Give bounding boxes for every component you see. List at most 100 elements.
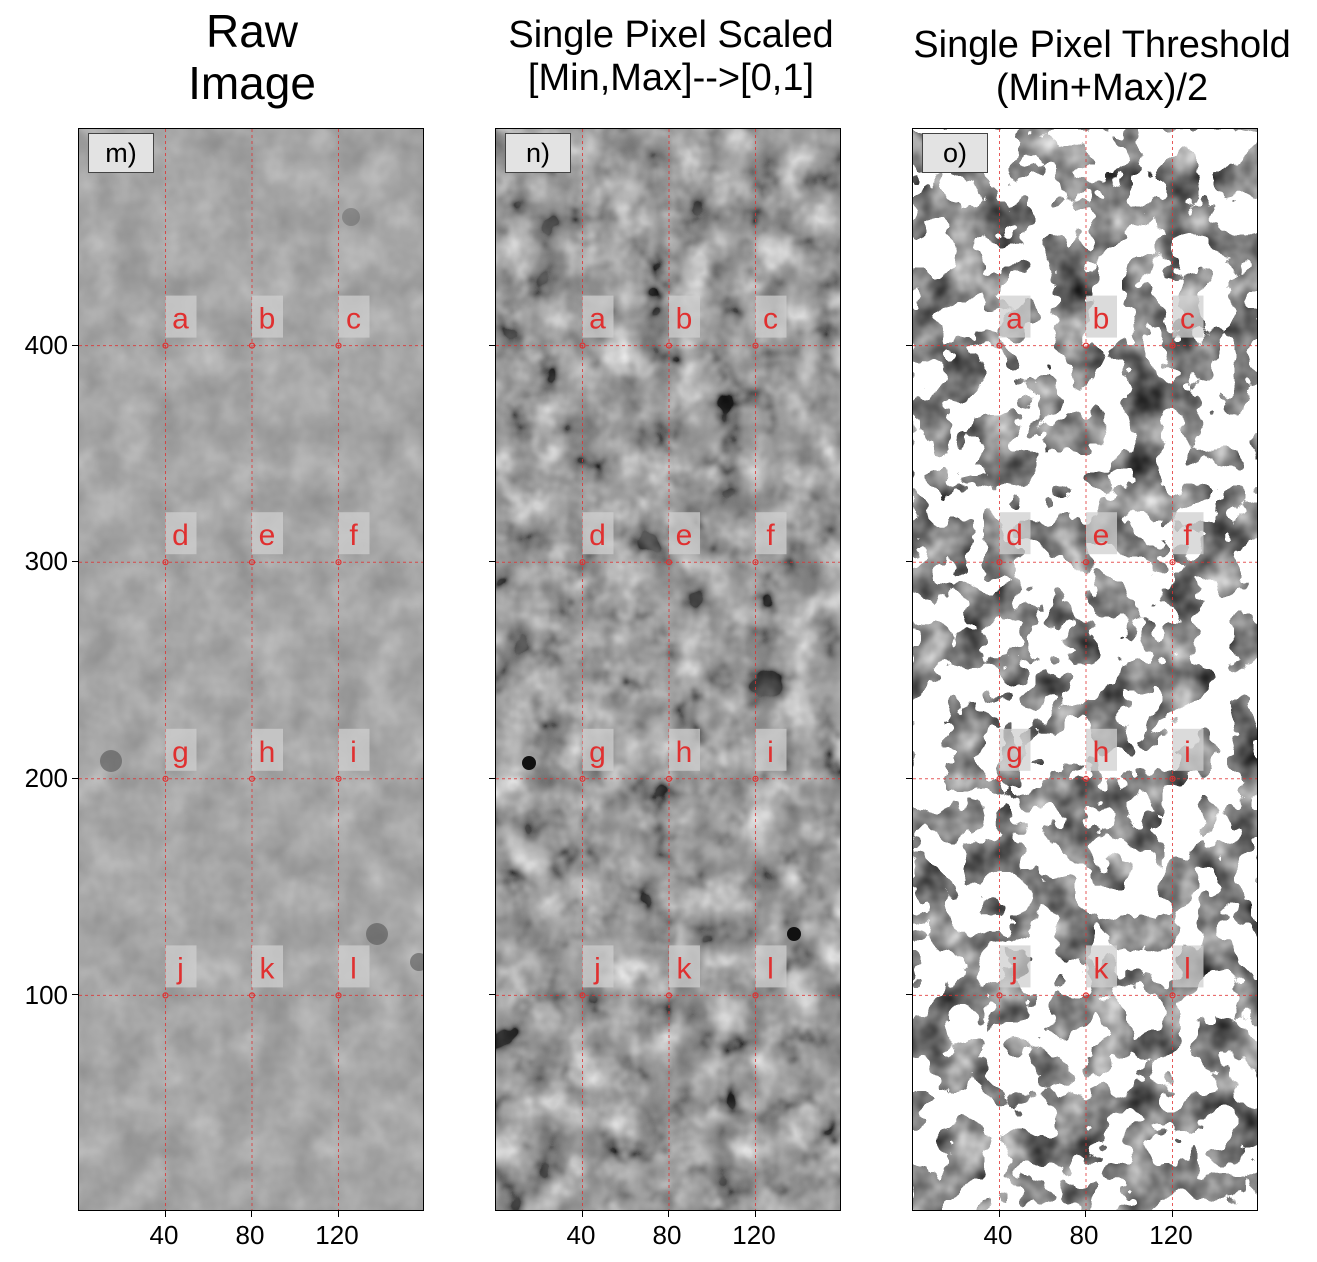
y-tickmark-400-m [72, 344, 78, 346]
point-e-marker-n [665, 559, 673, 566]
y-tickmark-200-m [72, 777, 78, 779]
point-g-label-box-o [999, 728, 1031, 771]
point-a-label-o: a [1006, 303, 1023, 336]
panel-n-image: a b c d e f g h i j k l n) [495, 128, 841, 1211]
point-f-label-o: f [1183, 519, 1192, 552]
point-d-marker-m [162, 559, 169, 566]
point-c-label-box-o [1172, 295, 1204, 338]
x-tick-80-n: 80 [652, 1220, 682, 1250]
x-tickmark-120-n [754, 1211, 756, 1217]
point-k-marker-o [1082, 992, 1090, 999]
point-d-label-box-m [165, 512, 197, 555]
point-l-marker-n [752, 992, 759, 999]
point-c-label-n: c [763, 303, 778, 336]
x-tickmark-80-m [251, 1211, 252, 1217]
point-i-label-m: i [350, 736, 357, 769]
y-tickmark-200-o [906, 777, 912, 779]
point-d-marker-o [996, 559, 1003, 566]
point-f-label-box-m [338, 512, 370, 555]
point-f-label-m: f [349, 519, 358, 552]
point-j-marker-m [162, 992, 169, 999]
panel-m-image: a b c d e f g h i j k l m) [78, 128, 424, 1211]
panel-n-title-line1: Single Pixel Scaled [508, 14, 834, 56]
point-c-marker-m [335, 342, 342, 349]
point-a-label-box-m [165, 295, 197, 338]
point-j-label-box-o [999, 945, 1031, 988]
point-i-label-box-n [755, 728, 787, 771]
point-i-marker-o [1169, 775, 1176, 782]
point-a-label-n: a [589, 303, 606, 336]
point-e-label-box-o [1086, 512, 1117, 555]
point-i-marker-n [752, 775, 759, 782]
y-tick-200: 200 [24, 763, 68, 793]
point-h-marker-m [248, 775, 256, 782]
panel-n-title-line2: [Min,Max]-->[0,1] [527, 56, 815, 99]
panel-m-overlay: a b c d e f g h i j k l [79, 129, 423, 1210]
point-a-marker-o [996, 342, 1003, 349]
point-e-label-o: e [1093, 519, 1110, 552]
point-b-label-box-o [1086, 295, 1117, 338]
point-j-label-n: j [593, 952, 601, 985]
point-f-label-box-n [755, 512, 787, 555]
point-h-label-n: h [676, 736, 693, 769]
point-k-label-box-m [252, 945, 283, 988]
point-a-marker-m [162, 342, 169, 349]
point-e-marker-m [248, 559, 256, 566]
point-i-label-box-o [1172, 728, 1204, 771]
x-tickmark-40-o [998, 1211, 1000, 1217]
point-d-label-box-o [999, 512, 1031, 555]
point-f-marker-m [335, 559, 342, 566]
point-d-marker-n [579, 559, 586, 566]
point-f-marker-n [752, 559, 759, 566]
point-f-label-n: f [766, 519, 775, 552]
panel-m-title-line2: Image [188, 56, 316, 109]
point-b-label-n: b [676, 303, 693, 336]
point-b-label-o: b [1093, 303, 1110, 336]
point-d-label-box-n [582, 512, 614, 555]
point-g-label-box-n [582, 728, 614, 771]
point-i-label-box-m [338, 728, 370, 771]
y-tickmark-300-o [906, 561, 912, 563]
point-c-marker-o [1169, 342, 1176, 349]
x-tick-80-o: 80 [1069, 1220, 1099, 1250]
point-e-label-n: e [676, 519, 693, 552]
point-c-label-box-m [338, 295, 370, 338]
point-a-label-m: a [172, 303, 189, 336]
y-tickmark-300-n [489, 561, 495, 563]
point-l-label-box-o [1172, 945, 1204, 988]
point-e-label-m: e [259, 519, 276, 552]
x-tickmark-80-n [668, 1211, 669, 1217]
y-tickmark-400-o [906, 344, 912, 346]
point-a-marker-n [579, 342, 586, 349]
point-g-label-box-m [165, 728, 197, 771]
panel-o-title-line1: Single Pixel Threshold [913, 24, 1291, 66]
y-tickmark-100-m [72, 994, 78, 996]
point-j-marker-n [579, 992, 586, 999]
point-k-marker-m [248, 992, 256, 999]
point-b-marker-o [1082, 342, 1090, 349]
x-tick-120-o: 120 [1149, 1220, 1193, 1250]
panel-o-title: Single Pixel Threshold (Min+Max)/2 [882, 24, 1317, 109]
point-k-label-o: k [1094, 952, 1110, 985]
point-i-label-n: i [767, 736, 774, 769]
point-l-label-box-m [338, 945, 370, 988]
point-j-marker-o [996, 992, 1003, 999]
point-d-label-o: d [1006, 519, 1023, 552]
point-l-marker-o [1169, 992, 1176, 999]
point-a-label-box-n [582, 295, 614, 338]
point-j-label-box-n [582, 945, 614, 988]
point-b-marker-n [665, 342, 673, 349]
point-c-label-box-n [755, 295, 787, 338]
y-tickmark-300-m [72, 561, 78, 563]
panel-o-image: a b c d e f g h i j k l o) [912, 128, 1258, 1211]
panel-o-label: o) [922, 133, 988, 173]
point-g-label-n: g [589, 736, 606, 769]
point-g-marker-o [996, 775, 1003, 782]
x-tickmark-40-n [581, 1211, 583, 1217]
point-h-label-box-n [669, 728, 700, 771]
point-b-label-box-n [669, 295, 700, 338]
point-h-marker-o [1082, 775, 1090, 782]
y-tick-100: 100 [24, 980, 68, 1010]
y-tick-300: 300 [24, 546, 68, 576]
panel-n-label: n) [505, 133, 571, 173]
